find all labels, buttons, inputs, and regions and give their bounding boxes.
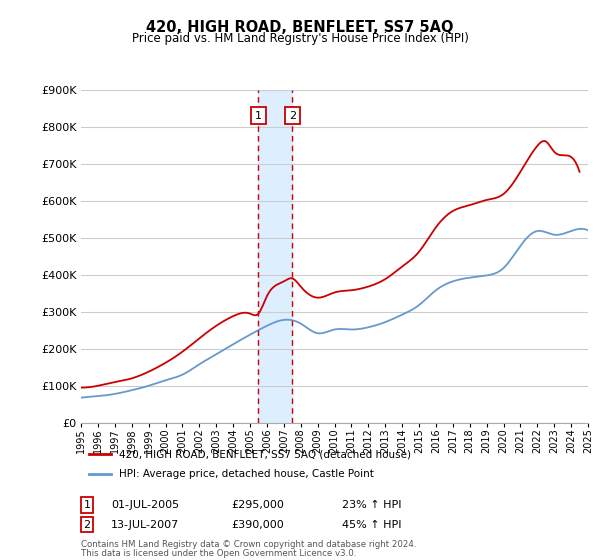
Text: 23% ↑ HPI: 23% ↑ HPI	[342, 500, 401, 510]
Text: 1: 1	[255, 110, 262, 120]
Bar	[259, 90, 292, 423]
Text: Contains HM Land Registry data © Crown copyright and database right 2024.: Contains HM Land Registry data © Crown c…	[81, 540, 416, 549]
Text: 2: 2	[83, 520, 91, 530]
Text: 2: 2	[289, 110, 296, 120]
Text: 420, HIGH ROAD, BENFLEET, SS7 5AQ: 420, HIGH ROAD, BENFLEET, SS7 5AQ	[146, 20, 454, 35]
Text: 420, HIGH ROAD, BENFLEET, SS7 5AQ (detached house): 420, HIGH ROAD, BENFLEET, SS7 5AQ (detac…	[119, 449, 411, 459]
Text: HPI: Average price, detached house, Castle Point: HPI: Average price, detached house, Cast…	[119, 469, 374, 479]
Text: 01-JUL-2005: 01-JUL-2005	[111, 500, 179, 510]
Text: £390,000: £390,000	[231, 520, 284, 530]
Text: £295,000: £295,000	[231, 500, 284, 510]
Text: 13-JUL-2007: 13-JUL-2007	[111, 520, 179, 530]
Text: 45% ↑ HPI: 45% ↑ HPI	[342, 520, 401, 530]
Text: This data is licensed under the Open Government Licence v3.0.: This data is licensed under the Open Gov…	[81, 549, 356, 558]
Text: Price paid vs. HM Land Registry's House Price Index (HPI): Price paid vs. HM Land Registry's House …	[131, 32, 469, 45]
Text: 1: 1	[83, 500, 91, 510]
